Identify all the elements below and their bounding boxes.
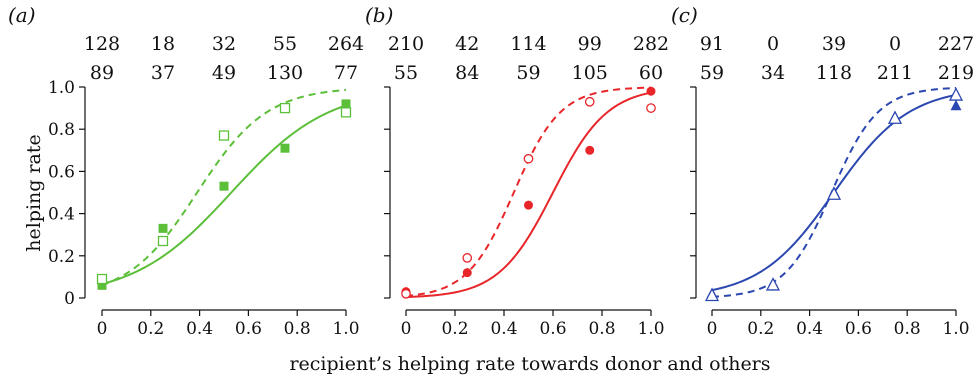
count-bottom: 105 — [572, 62, 608, 84]
y-tick-label: 0.2 — [48, 247, 75, 267]
count-bottom: 49 — [212, 62, 236, 84]
open-square-marker — [218, 130, 230, 141]
count-bottom: 77 — [334, 62, 358, 84]
filled-square-marker — [280, 143, 290, 153]
count-bottom: 55 — [394, 62, 418, 84]
open-square-marker — [157, 235, 169, 247]
x-tick-label: 0.2 — [441, 319, 468, 339]
count-bottom: 59 — [516, 62, 540, 84]
y-tick-label: 0 — [64, 289, 75, 309]
solid-fit-line — [101, 104, 347, 286]
filled-circle-marker — [646, 86, 656, 96]
count-bottom: 219 — [938, 62, 974, 84]
count-bottom: 84 — [455, 62, 479, 84]
open-triangle-marker — [826, 186, 842, 200]
open-circle-marker — [401, 288, 411, 299]
panel-a: (a) 128 18 32 55 264 89 37 49 130 77 0 0.2 0.4 0.6 0.8 1… — [8, 3, 364, 339]
x-tick-label: 0.2 — [137, 319, 164, 339]
open-triangle-marker — [765, 277, 781, 291]
panel-label: (b) — [365, 3, 393, 27]
count-top: 99 — [578, 33, 602, 55]
open-circle-marker — [646, 103, 656, 113]
count-top: 128 — [84, 33, 120, 55]
count-top: 0 — [767, 33, 779, 55]
x-tick-label: 0.4 — [490, 319, 517, 339]
count-top: 39 — [822, 33, 846, 55]
open-triangle-marker — [887, 110, 903, 124]
filled-square-marker — [97, 280, 107, 290]
count-top: 227 — [938, 33, 974, 55]
x-tick-label: 0.2 — [747, 319, 774, 339]
open-circle-marker — [462, 253, 473, 263]
open-circle-marker — [523, 153, 534, 164]
count-top: 42 — [455, 33, 479, 55]
x-tick-label: 0 — [97, 319, 108, 339]
x-tick-label: 0.4 — [186, 319, 213, 339]
dashed-fit-line — [405, 86, 652, 297]
y-tick-label: 0.4 — [48, 205, 75, 225]
open-square-marker — [279, 102, 291, 114]
x-tick-label: 0.8 — [588, 319, 615, 339]
filled-square-marker — [219, 181, 229, 191]
filled-circle-marker — [585, 145, 595, 155]
count-bottom: 59 — [700, 62, 724, 84]
filled-square-marker — [158, 223, 168, 233]
count-bottom: 37 — [151, 62, 175, 84]
open-square-marker — [340, 107, 352, 118]
solid-fit-line — [405, 91, 652, 299]
count-bottom: 89 — [90, 62, 114, 84]
open-triangle-marker — [704, 287, 720, 302]
filled-square-marker — [341, 99, 351, 109]
count-top: 264 — [328, 33, 364, 55]
count-bottom: 60 — [639, 62, 663, 84]
panel-label: (a) — [8, 3, 36, 27]
panel-label: (c) — [671, 3, 698, 27]
x-tick-label: 1.0 — [637, 319, 664, 339]
y-tick-label: 0.6 — [48, 162, 75, 182]
count-bottom: 34 — [761, 62, 785, 84]
panel-b: (b) 210 42 114 99 282 55 84 59 105 60 0 0.2 0.4 0.6 0.8… — [365, 3, 669, 339]
y-tick-label: 0.8 — [48, 120, 75, 140]
open-circle-marker — [584, 96, 595, 107]
x-tick-label: 0.8 — [284, 319, 311, 339]
open-square-marker — [96, 273, 108, 285]
count-top: 91 — [700, 33, 724, 55]
x-tick-label: 1.0 — [332, 319, 359, 339]
filled-circle-marker — [524, 200, 533, 210]
x-tick-label: 0.6 — [845, 319, 872, 339]
x-tick-label: 0.4 — [796, 319, 823, 339]
count-top: 18 — [151, 33, 175, 55]
x-tick-label: 0.6 — [235, 319, 262, 339]
count-top: 0 — [889, 33, 901, 55]
count-top: 210 — [388, 33, 424, 55]
y-tick-label: 1.0 — [48, 78, 75, 98]
x-tick-label: 0 — [707, 319, 718, 339]
y-axis-label: helping rate — [23, 134, 45, 252]
x-tick-label: 0.8 — [894, 319, 921, 339]
open-triangle-marker — [948, 87, 964, 101]
count-bottom: 118 — [816, 62, 852, 84]
x-tick-label: 1.0 — [942, 319, 969, 339]
count-top: 55 — [273, 33, 297, 55]
dashed-fit-line — [711, 86, 957, 298]
count-top: 282 — [633, 33, 669, 55]
count-bottom: 211 — [877, 62, 913, 84]
count-top: 114 — [510, 33, 546, 55]
count-bottom: 130 — [267, 62, 303, 84]
x-axis-label: recipient’s helping rate towards donor a… — [289, 353, 770, 375]
x-tick-label: 0.6 — [539, 319, 566, 339]
dashed-fit-line — [101, 88, 347, 287]
count-top: 32 — [212, 33, 236, 55]
filled-triangle-marker — [950, 99, 962, 111]
panel-c: (c)91 0 39 0 227 59 34 118 211 219 0 0.2 0.4 0.6 0.8 1.… — [671, 3, 974, 339]
x-tick-label: 0 — [401, 319, 412, 339]
